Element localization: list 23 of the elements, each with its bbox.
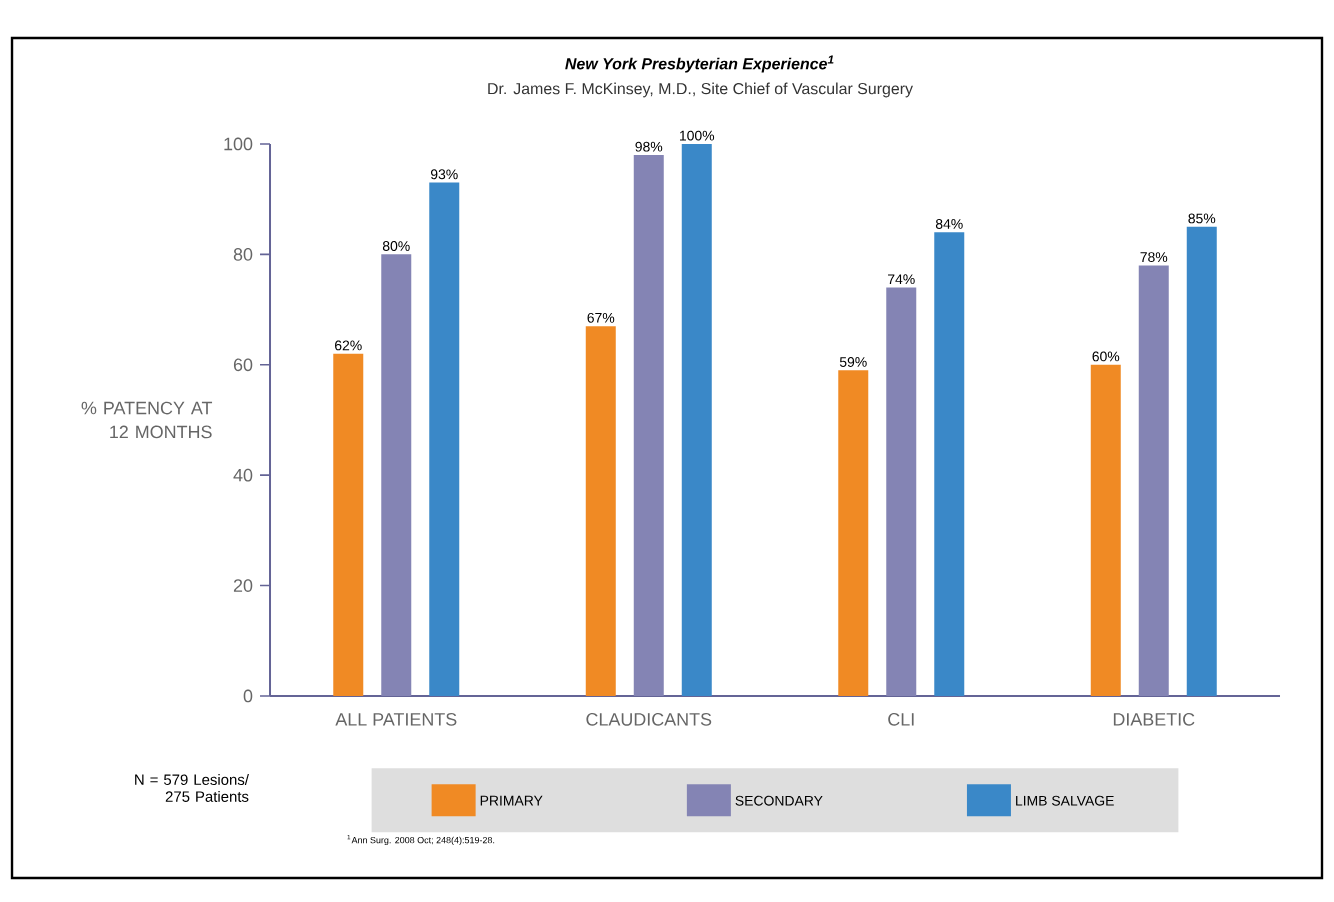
y-tick-label: 60 (233, 358, 253, 372)
bar (585, 326, 616, 696)
bar (681, 143, 712, 696)
bar (934, 232, 965, 696)
bar (1138, 265, 1169, 696)
x-tick-label: DIABETIC (1113, 713, 1195, 726)
bar (333, 353, 364, 696)
x-tick-label: ALL PATIENTS (335, 713, 457, 726)
bar (886, 287, 917, 696)
bar (1186, 226, 1217, 696)
bar (429, 182, 460, 696)
y-tick-label: 80 (233, 248, 253, 261)
x-tick-label: CLI (888, 713, 914, 726)
bar (838, 370, 869, 696)
y-tick-label: 40 (233, 468, 253, 482)
bar (1090, 364, 1121, 696)
x-tick-label: CLAUDICANTS (586, 713, 712, 726)
bar (381, 254, 412, 696)
y-tick-label: 100 (224, 137, 253, 151)
bar (633, 155, 664, 696)
y-axis-title: % PATENCY AT 12 MONTHS (81, 401, 213, 439)
y-tick-label: 20 (233, 579, 253, 592)
y-tick-label: 0 (243, 689, 253, 703)
